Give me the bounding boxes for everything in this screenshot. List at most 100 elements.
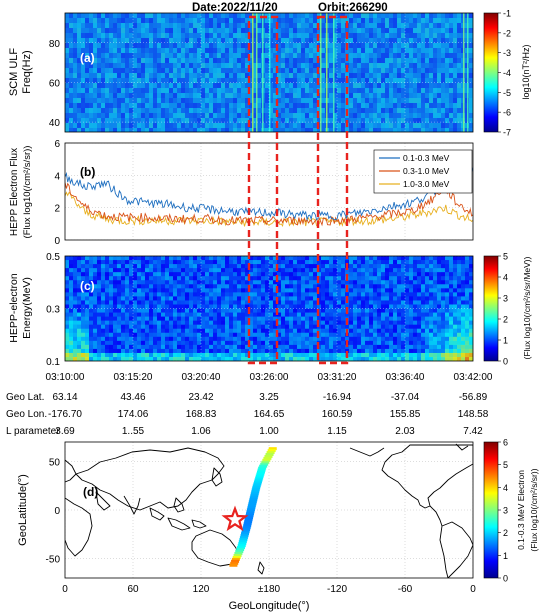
panel-d-label: (d)	[83, 485, 98, 499]
map-colorbar-tick: 2	[503, 528, 508, 538]
track-point	[238, 540, 247, 544]
track-point	[262, 458, 271, 462]
orbit-row-value: 3.69	[55, 426, 75, 437]
flux-panel: 0 2 4 6 (b) HEPP Electron Flux (Flux log10(…	[9, 139, 474, 247]
energy-ytick-label: 0.5	[46, 252, 60, 263]
time-tick-label: 03:42:00	[454, 372, 493, 383]
flux-series-line	[65, 182, 473, 227]
track-point	[252, 484, 261, 488]
track-point	[247, 506, 256, 510]
orbit-track	[229, 447, 277, 567]
orbit-row-label: Geo Lat.	[6, 392, 44, 403]
orbit-row-label: Geo Lon.	[6, 409, 47, 420]
orbit-row-value: 7.42	[463, 426, 483, 437]
orbit-row-value: 1.15	[327, 426, 347, 437]
energy-panel: 0.10.30.5 (c) HEPP-electron Energy(MeV) …	[8, 252, 532, 369]
track-point	[232, 555, 241, 559]
flux-series-line	[65, 191, 473, 228]
orbit-row-value: 23.42	[188, 392, 213, 403]
track-point	[234, 551, 243, 555]
energy-ylabel-line2: Energy(MeV)	[21, 277, 33, 339]
track-point	[231, 559, 240, 563]
track-point	[268, 447, 277, 451]
track-point	[235, 550, 244, 554]
track-point	[258, 466, 267, 470]
energy-ytick-label: 0.1	[46, 357, 60, 368]
scm-ulf-panel: 40 60 80 (a) SCM ULF Freq(Hz) -1 -2 -3 -4 -5 -6…	[8, 9, 531, 138]
map-xtick-label: 0	[470, 584, 476, 595]
track-point	[243, 522, 252, 526]
track-point	[240, 532, 249, 536]
scm-colorbar-label: log10(nT²/Hz)	[521, 44, 531, 99]
track-point	[245, 512, 254, 516]
time-tick-label: 03:15:20	[114, 372, 153, 383]
track-point	[246, 508, 255, 512]
orbit-row-value: 1..55	[122, 426, 145, 437]
map-xtick-label: -60	[398, 584, 413, 595]
time-tick-label: 03:36:40	[386, 372, 425, 383]
track-point	[251, 490, 260, 494]
track-point	[248, 500, 257, 504]
map-colorbar-label-line2: (Flux log10(/cm²/s/sr))	[529, 468, 539, 551]
orbit-row-value: 63.14	[52, 392, 77, 403]
orbit-label: Orbit:266290	[318, 2, 388, 14]
track-point	[254, 478, 263, 482]
orbit-row-value: 1.00	[259, 426, 279, 437]
map-xtick-label: 0	[62, 584, 68, 595]
track-point	[242, 526, 251, 530]
flux-ylabel-line2: (Flux log10(/cm²/s/sr))	[22, 146, 33, 239]
orbit-row-value: -56.89	[459, 392, 488, 403]
track-point	[250, 492, 259, 496]
scm-colorbar-tick: -2	[503, 28, 511, 38]
map-colorbar-tick: 4	[503, 483, 508, 493]
map-colorbar-label-line1: 0.1-0.3 MeV Electron	[516, 470, 526, 550]
event-highlight-boxes	[247, 15, 349, 365]
track-point	[259, 464, 268, 468]
scm-ytick-label: 80	[49, 39, 61, 50]
track-point	[237, 544, 246, 548]
track-point	[261, 460, 270, 464]
track-point	[249, 496, 258, 500]
track-point	[239, 538, 248, 542]
map-ylabel: GeoLatitude(°)	[17, 474, 29, 546]
orbit-row-value: 1.06	[191, 426, 211, 437]
panel-a-label: (a)	[80, 51, 95, 65]
orbit-row-value: 155.85	[390, 409, 421, 420]
track-point	[236, 548, 245, 552]
track-point	[246, 510, 255, 514]
track-point	[244, 518, 253, 522]
track-point	[265, 452, 274, 456]
energy-colorbar-tick: 3	[503, 294, 508, 304]
orbit-row-label: L parameter	[6, 426, 60, 437]
time-tick-label: 03:26:00	[250, 372, 289, 383]
map-xlabel: GeoLongitude(°)	[229, 600, 310, 612]
flux-ylabel-line1: HEPP Electron Flux	[9, 148, 20, 236]
legend-series-2: 0.3-1.0 MeV	[403, 166, 450, 176]
map-colorbar-tick: 3	[503, 506, 508, 516]
energy-ytick-label: 0.3	[46, 305, 60, 316]
scm-ylabel-line2: Freq(Hz)	[21, 50, 33, 93]
track-point	[263, 456, 272, 460]
flux-ytick-label: 2	[54, 204, 60, 215]
map-colorbar-tick: 6	[503, 438, 508, 448]
flux-series-line	[65, 161, 473, 222]
track-point	[257, 468, 266, 472]
track-point	[229, 563, 238, 567]
scm-colorbar	[483, 12, 499, 133]
event-star	[221, 505, 249, 532]
track-point	[239, 536, 248, 540]
scm-ytick-label: 40	[49, 118, 61, 129]
track-point	[233, 553, 242, 557]
time-tick-label: 03:31:20	[318, 372, 357, 383]
map-ytick-label: 50	[49, 457, 61, 468]
map-colorbar	[483, 441, 499, 579]
track-point	[243, 524, 252, 528]
orbit-row-value: 168.83	[186, 409, 217, 420]
track-point	[267, 449, 276, 453]
scm-colorbar-tick: -5	[503, 88, 511, 98]
map-xtick-label: 120	[193, 584, 210, 595]
track-point	[260, 462, 269, 466]
orbit-row-value: 2.03	[395, 426, 415, 437]
map-xtick-label: -120	[327, 584, 347, 595]
time-tick-label: 03:20:40	[182, 372, 221, 383]
